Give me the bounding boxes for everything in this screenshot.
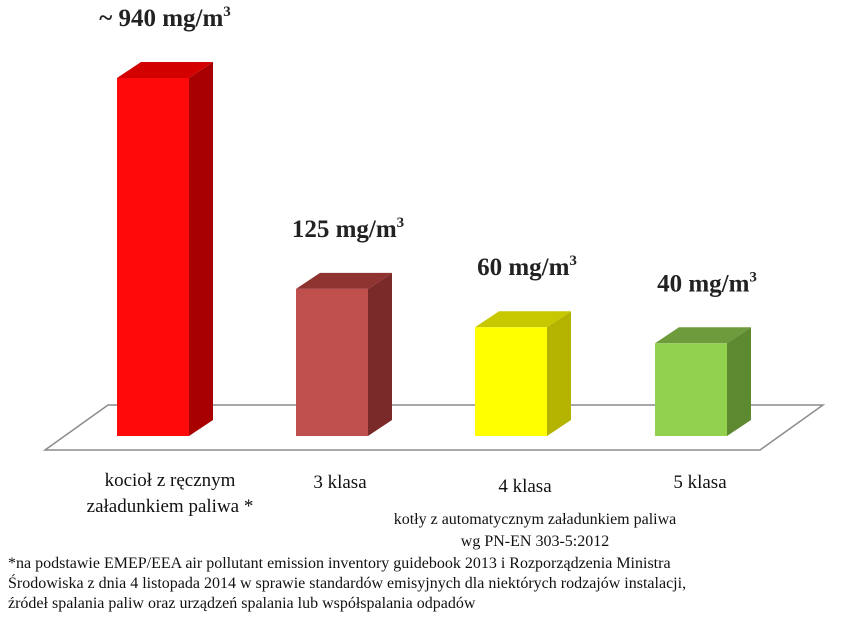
bar	[475, 327, 547, 436]
bar-top	[296, 272, 392, 289]
category-label-class-3: 3 klasa	[270, 470, 410, 496]
footnote-line: Środowiska z dnia 4 listopada 2014 w spr…	[8, 575, 687, 592]
footnote: *na podstawie EMEP/EEA air pollutant emi…	[8, 554, 853, 614]
value-labels-group: ~ 940 mg/m3 125 mg/m3 60 mg/m3 40 mg/m3	[99, 4, 757, 297]
category-label-line: załadunkiem paliwa *	[86, 496, 254, 517]
bar	[296, 288, 368, 436]
category-label-line: 4 klasa	[498, 476, 552, 497]
bar-side	[368, 272, 392, 436]
bar-side	[727, 327, 751, 436]
footnote-line: źródeł spalania paliw oraz urządzeń spal…	[8, 595, 476, 612]
category-label-line: 5 klasa	[673, 472, 727, 493]
bar-side	[189, 62, 213, 436]
value-label: 125 mg/m3	[292, 215, 404, 243]
bar-top	[117, 62, 213, 78]
bar-side	[547, 311, 571, 436]
chart-floor	[42, 404, 826, 451]
automatic-boilers-group-label: kotły z automatycznym załadunkiem paliwa…	[320, 509, 750, 553]
category-label-class-4: 4 klasa	[455, 474, 595, 500]
category-label-line: kocioł z ręcznym	[104, 470, 236, 491]
category-label-manual-boiler: kocioł z ręcznym załadunkiem paliwa *	[55, 468, 285, 520]
bar-top	[655, 327, 751, 344]
bar	[117, 78, 189, 436]
group-label-line: wg PN-EN 303-5:2012	[460, 533, 610, 550]
value-label: 60 mg/m3	[477, 253, 577, 281]
bar-top	[475, 311, 571, 328]
category-label-class-5: 5 klasa	[630, 470, 770, 496]
group-label-line: kotły z automatycznym załadunkiem paliwa	[393, 511, 677, 528]
value-label: ~ 940 mg/m3	[99, 4, 231, 32]
footnote-line: *na podstawie EMEP/EEA air pollutant emi…	[8, 555, 671, 572]
bar	[655, 343, 727, 436]
value-label: 40 mg/m3	[657, 269, 757, 297]
category-label-line: 3 klasa	[313, 472, 367, 493]
bars-group	[117, 62, 751, 436]
